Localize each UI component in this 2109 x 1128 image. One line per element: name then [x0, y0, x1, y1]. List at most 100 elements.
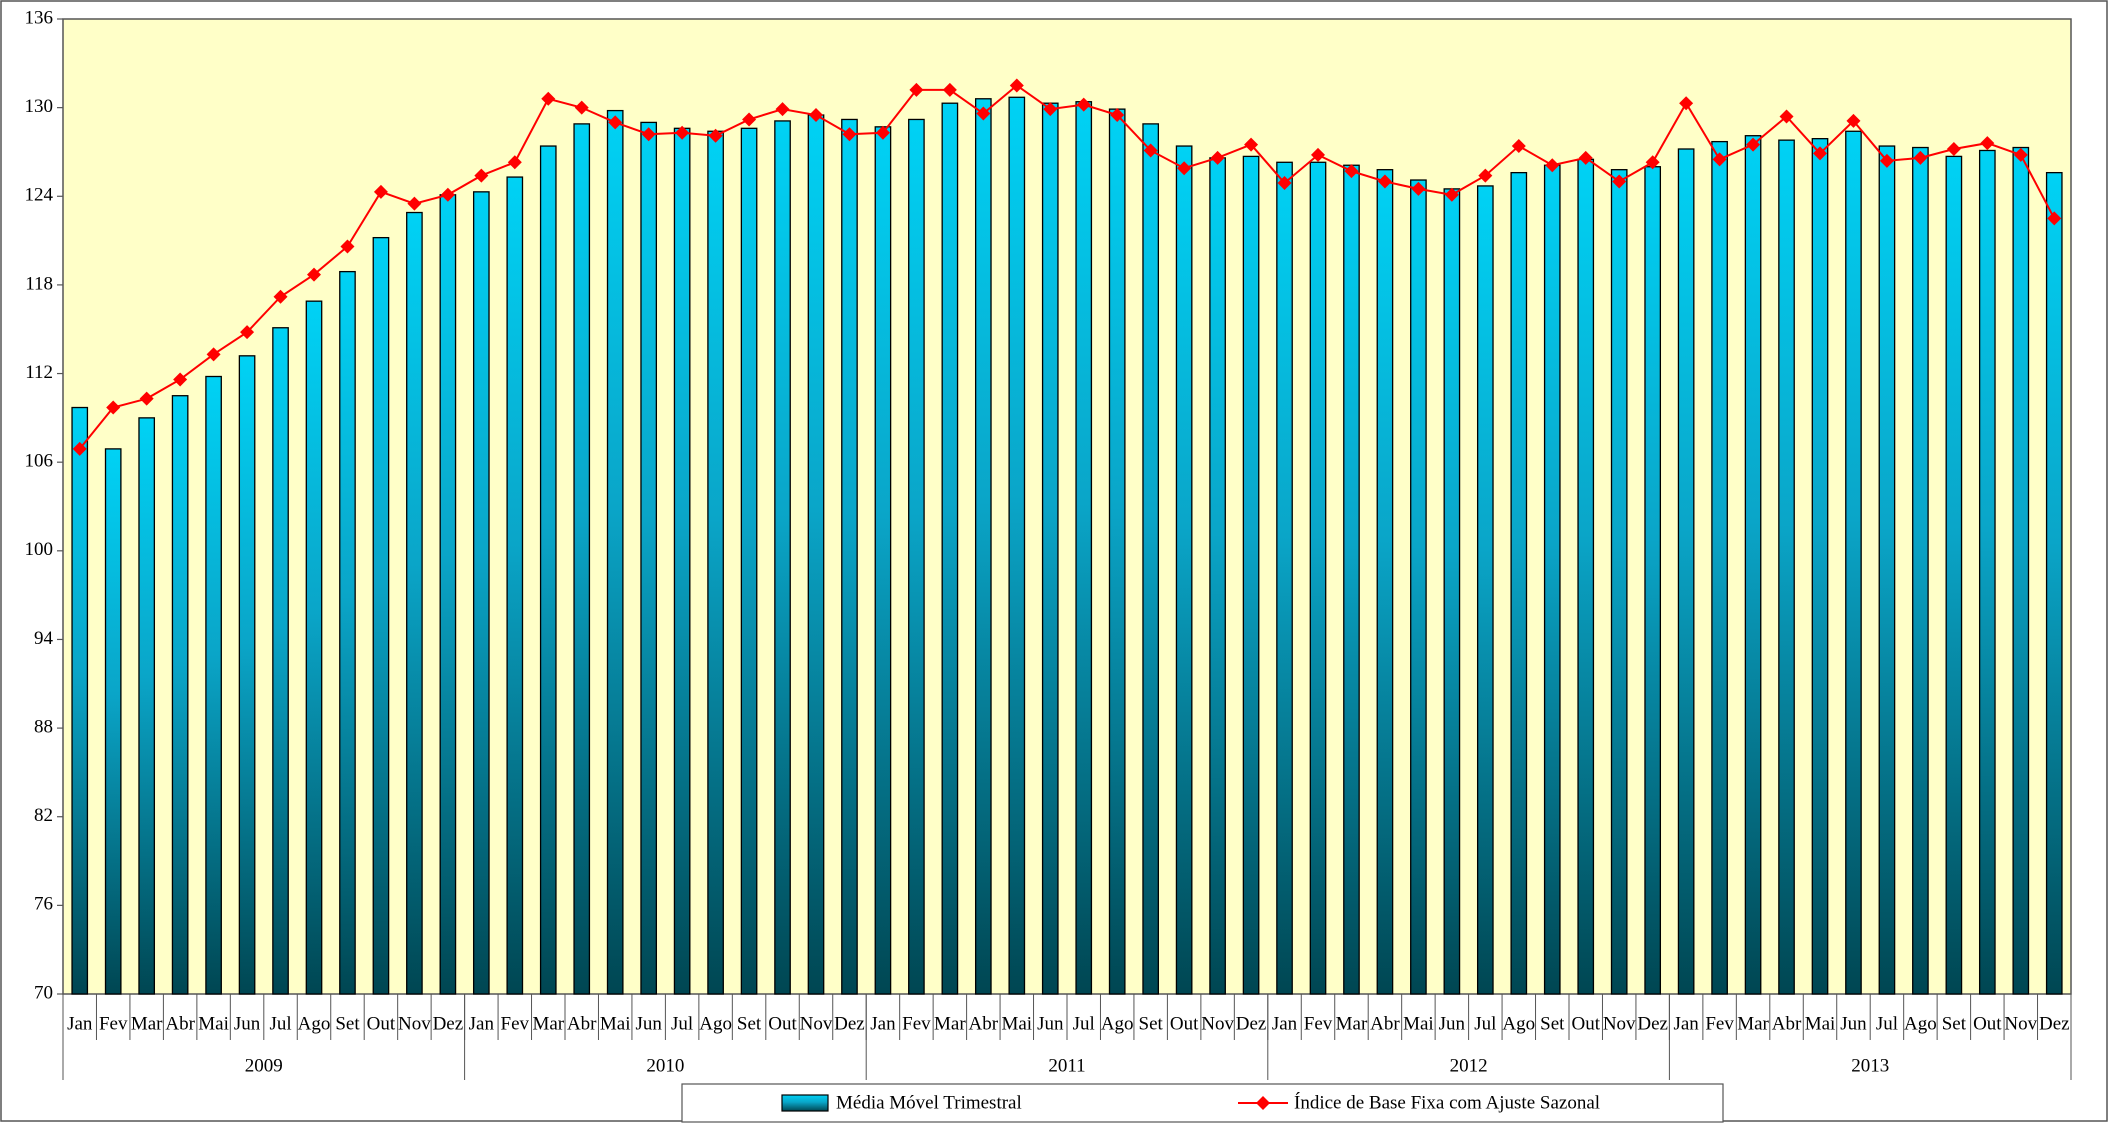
x-tick-label: Jan — [469, 1013, 495, 1034]
x-tick-label: Mar — [934, 1013, 966, 1034]
bar — [841, 118, 858, 995]
line-marker — [1846, 113, 1861, 128]
x-tick-label: Mar — [1737, 1013, 1769, 1034]
line-marker — [1679, 96, 1694, 111]
bar — [1610, 169, 1628, 995]
year-label: 2010 — [646, 1055, 684, 1076]
bar — [1008, 96, 1026, 995]
bar — [1878, 145, 1896, 995]
line-marker — [1444, 187, 1459, 202]
y-tick-label: 106 — [25, 451, 54, 472]
x-tick-label: Nov — [800, 1013, 833, 1034]
x-tick-label: Abr — [1772, 1013, 1802, 1034]
x-tick-label: Set — [737, 1013, 762, 1034]
x-tick-label: Abr — [1370, 1013, 1400, 1034]
bar — [1343, 164, 1360, 995]
bar — [974, 98, 992, 995]
bar — [1744, 135, 1762, 995]
bar — [1276, 161, 1293, 995]
line-marker — [1545, 158, 1560, 173]
x-tick-label: Jul — [671, 1013, 693, 1034]
x-tick-label: Set — [1540, 1013, 1565, 1034]
legend-box — [681, 1083, 1724, 1123]
year-label: 2012 — [1450, 1055, 1488, 1076]
bar — [2012, 146, 2030, 995]
line-marker — [1311, 147, 1325, 162]
x-tick-label: Mar — [1336, 1013, 1368, 1034]
legend-swatch — [781, 1094, 829, 1112]
bar — [1811, 138, 1829, 995]
line-marker — [340, 239, 355, 254]
x-tick-label: Ago — [1101, 1013, 1134, 1034]
line-marker — [2013, 147, 2028, 162]
bar — [1978, 149, 1996, 995]
line-marker — [1177, 161, 1192, 176]
line-marker — [440, 187, 455, 202]
line-marker — [1043, 102, 1058, 117]
bar — [774, 120, 791, 995]
y-tick-label: 100 — [25, 539, 54, 560]
bar — [740, 127, 758, 995]
year-label: 2013 — [1851, 1055, 1889, 1076]
bar — [506, 176, 524, 995]
bar — [1543, 164, 1561, 995]
x-tick-label: Nov — [1603, 1013, 1636, 1034]
bar — [807, 114, 825, 995]
x-tick-label: Abr — [567, 1013, 597, 1034]
line-marker — [307, 267, 321, 282]
y-tick-label: 76 — [34, 894, 53, 915]
line-marker — [1210, 150, 1225, 165]
y-tick-label: 136 — [25, 7, 54, 28]
bar — [2045, 171, 2063, 995]
bar — [874, 126, 892, 995]
bar — [1644, 166, 1662, 995]
bar — [707, 130, 724, 995]
bar — [205, 375, 222, 995]
line-marker — [507, 155, 522, 170]
x-tick-label: Out — [1973, 1013, 2002, 1034]
x-tick-label: Set — [335, 1013, 360, 1034]
x-tick-label: Ago — [1904, 1013, 1937, 1034]
x-tick-label: Mai — [1805, 1013, 1836, 1034]
line-marker — [1578, 150, 1593, 165]
x-tick-label: Jul — [269, 1013, 291, 1034]
x-tick-label: Jun — [1037, 1013, 1064, 1034]
line-marker — [976, 106, 991, 121]
x-tick-label: Jan — [1272, 1013, 1298, 1034]
y-tick-label: 88 — [34, 716, 53, 737]
x-tick-label: Jul — [1474, 1013, 1496, 1034]
bar — [372, 236, 390, 995]
x-tick-label: Out — [367, 1013, 396, 1034]
line-marker — [106, 400, 121, 415]
x-tick-label: Jul — [1876, 1013, 1898, 1034]
bar — [1912, 146, 1929, 995]
bar — [1845, 130, 1862, 995]
x-tick-label: Dez — [2039, 1013, 2070, 1034]
bar — [1677, 148, 1695, 995]
x-tick-label: Out — [1571, 1013, 1600, 1034]
bar — [339, 270, 356, 995]
x-tick-label: Fev — [99, 1013, 128, 1034]
bar — [908, 118, 925, 995]
bar — [305, 300, 323, 995]
x-tick-label: Ago — [298, 1013, 331, 1034]
bar — [1476, 185, 1494, 995]
line-marker — [206, 347, 221, 362]
x-tick-label: Dez — [1637, 1013, 1668, 1034]
legend-label: Média Móvel Trimestral — [836, 1092, 1022, 1113]
line-marker — [1712, 152, 1727, 167]
x-tick-label: Nov — [2004, 1013, 2037, 1034]
line-marker — [708, 128, 723, 143]
line-marker — [541, 91, 556, 106]
x-tick-label: Fev — [1304, 1013, 1333, 1034]
x-tick-label: Mar — [532, 1013, 564, 1034]
x-tick-label: Jun — [234, 1013, 261, 1034]
bar — [640, 121, 658, 995]
line-marker — [1411, 181, 1426, 196]
bar — [1041, 102, 1059, 995]
line-marker — [809, 108, 823, 123]
year-label: 2009 — [245, 1055, 283, 1076]
bar — [539, 145, 557, 995]
line-marker — [1645, 155, 1660, 170]
line-marker — [608, 115, 623, 130]
